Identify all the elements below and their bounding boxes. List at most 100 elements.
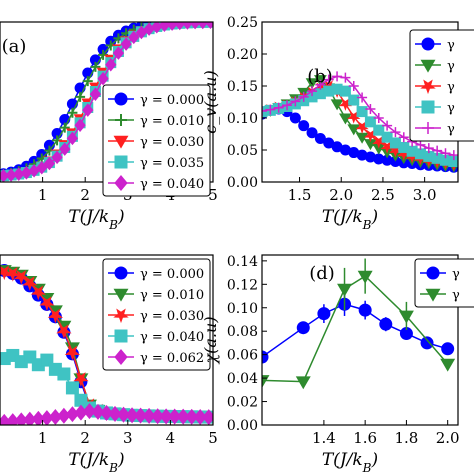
data-point [120,37,132,51]
data-point [298,120,310,132]
data-point [339,85,351,97]
x-tick-label: 1.5 [288,186,312,204]
data-point [212,22,213,23]
data-point [97,71,109,86]
x-axis-label: T(J/kB) [68,207,124,232]
legend-label: γ = 0.000 [140,267,204,282]
series-4 [262,71,458,161]
x-tick-label: 1.8 [394,429,418,447]
x-tick-label: 2.5 [371,186,395,204]
y-tick-label: 0.10 [227,301,258,317]
data-point [142,407,156,424]
y-tick-label: 0.06 [227,348,258,364]
data-point [295,376,311,390]
data-point [379,317,393,331]
data-point [348,81,359,91]
data-point [381,131,393,143]
legend-label: γ [447,59,455,74]
data-point [30,285,47,301]
data-point [306,127,318,139]
data-point [99,404,114,421]
data-point [330,99,344,111]
data-point [298,91,309,102]
panel-b: 1.5 2.0 2.5 3.0 0.00 0.05 0.10 0.15 0.20 0.25 T(J/… [201,15,474,232]
data-point [358,303,372,317]
data-point [213,18,224,28]
legend-label: γ [452,288,460,303]
data-point [64,345,81,361]
axes-frame [0,254,214,426]
x-tick-label: 5 [208,429,218,447]
data-point [441,342,455,356]
series-1 [262,258,456,390]
data-point [57,367,71,381]
plot-area [262,71,458,173]
data-point [323,74,334,85]
data-point [204,22,213,30]
data-point [113,288,129,302]
y-tick-label: 0.15 [227,79,258,95]
y-tick-label: 0.05 [227,143,258,159]
data-point [365,104,376,115]
data-point [420,59,436,73]
data-point [340,72,351,83]
data-point [440,148,451,159]
data-point [421,100,435,114]
series-0 [262,292,455,364]
data-point [114,329,128,343]
y-tick-label: 0.14 [227,254,258,270]
data-point [47,308,64,324]
panel-label: (a) [2,36,27,57]
y-tick-label: 0.00 [227,418,258,434]
data-point [421,37,435,51]
data-point [372,135,386,149]
data-point [426,266,440,280]
data-point [265,104,276,115]
y-tick-label: 0.12 [227,277,258,293]
data-point [114,266,128,280]
legend-box [102,258,211,371]
legend: γ = 0.000 γ = 0.010 γ = 0.030 γ = 0.040 γ = … [102,258,211,371]
x-tick-label: 2.0 [329,186,353,204]
data-point [425,288,441,302]
x-tick-label: 1 [38,429,48,447]
x-axis-label: T(J/kB) [322,450,378,474]
x-tick-label: 2 [80,186,90,204]
y-tick-label: 0.20 [227,47,258,63]
legend-label: γ = 0.040 [140,330,204,345]
data-point [114,155,128,169]
y-tick-label: 0.02 [227,395,258,411]
legend-box [102,84,211,197]
legend-label: γ [447,122,455,137]
data-point [348,94,360,106]
data-point [315,79,326,90]
data-point [347,124,361,136]
data-point [317,307,331,321]
legend-label: γ [447,80,455,95]
data-point [82,403,97,420]
data-point [82,76,93,87]
data-point [398,132,409,143]
legend-label: γ = 0.000 [140,93,204,108]
data-point [112,46,125,60]
x-tick-label: 2.0 [436,429,460,447]
data-point [380,141,394,154]
plot-area [0,18,224,182]
data-point [373,124,385,136]
data-point [174,22,186,31]
panel-label: (b) [307,66,333,87]
x-tick-label: 1.4 [312,429,336,447]
data-point [108,405,122,422]
x-axis-label-sub: B [108,218,118,232]
legend-label: γ [452,267,460,282]
data-point [212,22,213,25]
data-point [398,310,414,324]
data-point [422,122,434,134]
data-point [448,150,458,161]
data-point [296,321,310,335]
data-point [390,127,401,138]
y-tick-label: 0.25 [227,15,258,31]
legend: γγ [414,258,474,308]
